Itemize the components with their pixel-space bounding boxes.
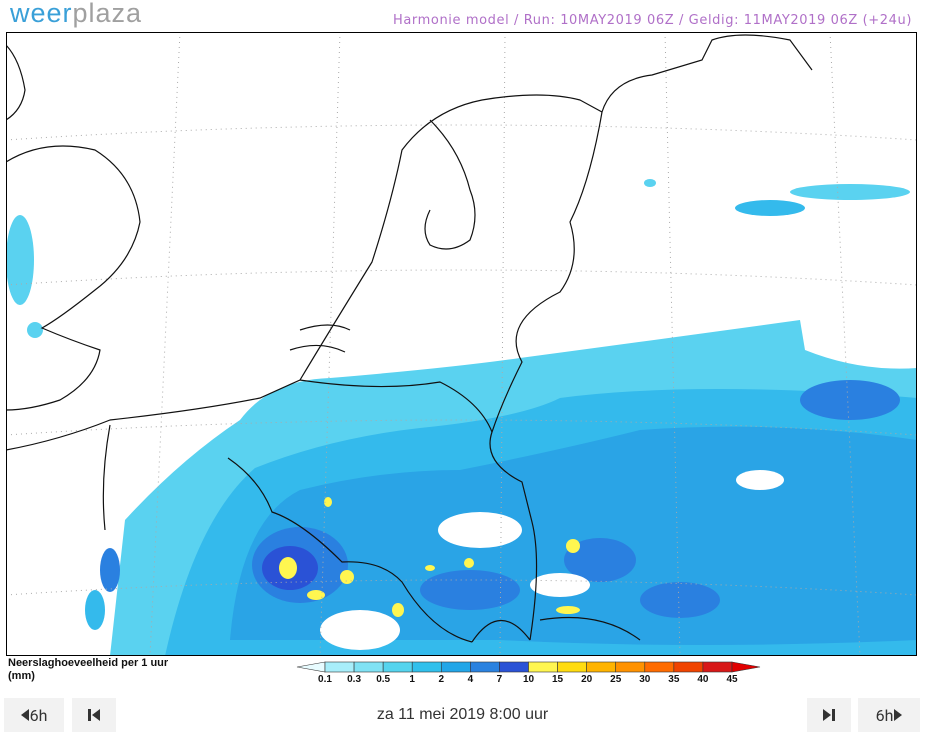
legend-swatch (702, 661, 733, 673)
legend-swatch (557, 661, 587, 673)
legend-swatch (324, 661, 355, 673)
model-info: Harmonie model / Run: 10MAY2019 06Z / Ge… (393, 13, 912, 28)
logo-plaza: plaza (73, 0, 143, 28)
legend-tick-label: 2 (439, 674, 445, 685)
legend: 0.1 0.3 0.5 1 2 4 7 10 15 20 25 30 35 40 45 (296, 661, 761, 685)
back-step-button[interactable]: 6h (4, 698, 64, 732)
legend-swatch (411, 661, 442, 673)
legend-end-low (296, 661, 326, 673)
logo-weer: weer (9, 0, 73, 28)
legend-tick-label: 30 (639, 674, 651, 685)
legend-tick-label: 25 (610, 674, 622, 685)
legend-tick-label: 35 (668, 674, 680, 685)
legend-swatch (499, 661, 529, 673)
legend-swatch (528, 661, 558, 673)
legend-swatch (644, 661, 675, 673)
legend-tick-label: 4 (468, 674, 474, 685)
legend-tick-label: 1 (409, 674, 415, 685)
legend-swatch (586, 661, 617, 673)
logo: weerplaza (9, 0, 142, 28)
datetime: za 11 mei 2019 8:00 uur (376, 706, 549, 723)
legend-tick-label: 0.3 (347, 674, 361, 685)
graticule (6, 32, 917, 656)
first-button[interactable] (72, 698, 116, 732)
legend-end-high (731, 661, 761, 673)
legend-tick-label: 0.1 (318, 674, 332, 685)
legend-swatch (440, 661, 471, 673)
map-frame (6, 32, 917, 656)
skip-end-icon (823, 709, 835, 721)
forward-step-button[interactable]: 6h (858, 698, 920, 732)
legend-tick-label: 15 (552, 674, 564, 685)
last-button[interactable] (807, 698, 851, 732)
legend-tick-label: 0.5 (376, 674, 390, 685)
legend-swatch (673, 661, 704, 673)
legend-tick-label: 7 (497, 674, 503, 685)
legend-swatch (470, 661, 500, 673)
skip-start-icon (88, 709, 100, 721)
precipitation (6, 179, 917, 656)
legend-swatch (382, 661, 413, 673)
forward-step-label: 6h (875, 705, 894, 725)
arrow-left-icon (20, 709, 29, 721)
map-view: weerplaza Harmonie model / Run: 10MAY201… (6, 0, 917, 685)
legend-unit: (mm) (8, 670, 35, 682)
arrow-right-icon (894, 709, 903, 721)
legend-tick-label: 20 (581, 674, 593, 685)
coastlines (6, 34, 813, 643)
legend-swatch (615, 661, 646, 673)
legend-title: Neerslaghoeveelheid per 1 uur (8, 657, 169, 669)
legend-tick-label: 10 (523, 674, 535, 685)
legend-tick-label: 45 (726, 674, 738, 685)
legend-tick-label: 40 (697, 674, 709, 685)
map (6, 32, 917, 656)
back-step-label: 6h (29, 705, 48, 725)
legend-swatch (353, 661, 384, 673)
